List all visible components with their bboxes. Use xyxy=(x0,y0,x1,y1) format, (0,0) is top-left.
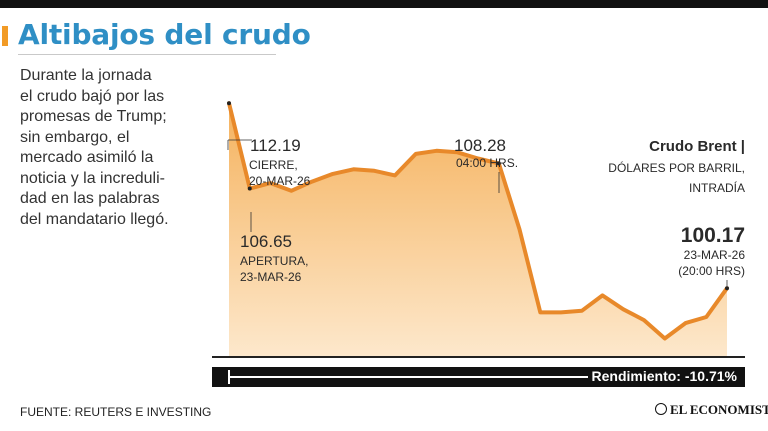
description-line: noticia y la increduli- xyxy=(20,169,165,187)
close-caption-2: 20-MAR-26 xyxy=(249,174,311,188)
plot-area xyxy=(227,101,729,357)
close-value-label: 112.19 xyxy=(250,136,301,155)
description-line: promesas de Trump; xyxy=(20,108,167,125)
description-line: sin embargo, el xyxy=(20,128,130,146)
performance-label: Rendimiento: -10.71% xyxy=(591,368,737,384)
annotated-point-marker xyxy=(247,186,252,191)
last-caption-1: 23-MAR-26 xyxy=(684,248,746,262)
legend-series-name: Crudo Brent | xyxy=(649,138,745,155)
title-underline xyxy=(18,54,276,55)
description: Durante la jornada el crudo bajó por las… xyxy=(20,66,196,230)
brand-icon xyxy=(655,403,667,415)
description-line: dad en las palabras xyxy=(20,190,160,207)
open-caption-1: APERTURA, xyxy=(240,254,308,268)
page-title: Altibajos del crudo xyxy=(18,18,311,51)
annotated-point-marker xyxy=(725,286,729,291)
performance-bar-line xyxy=(228,376,588,378)
description-line: el crudo bajó por las xyxy=(20,87,165,105)
legend-unit: DÓLARES POR BARRIL, xyxy=(608,160,745,175)
annotated-point-marker xyxy=(227,101,231,106)
last-caption-2: (20:00 HRS) xyxy=(678,264,745,278)
brand-logo: EL ECONOMISTA xyxy=(655,402,768,420)
description-line: del mandatario llegó. xyxy=(20,210,169,228)
description-line: Durante la jornada xyxy=(20,67,152,84)
peak-caption: 04:00 HRS. xyxy=(456,156,518,170)
brand-name: EL ECONOMISTA xyxy=(670,402,768,417)
annotated-point-marker xyxy=(496,161,501,166)
peak-value-label: 108.28 xyxy=(454,136,506,155)
close-caption-1: CIERRE, xyxy=(249,158,298,172)
price-area xyxy=(229,103,727,357)
last-value-label: 100.17 xyxy=(681,224,745,247)
performance-bar: Rendimiento: -10.71% xyxy=(212,367,745,387)
title-block: Altibajos del crudo xyxy=(0,18,311,56)
open-value-label: 106.65 xyxy=(240,232,292,251)
top-bar xyxy=(0,0,768,8)
open-caption-2: 23-MAR-26 xyxy=(240,270,302,284)
description-line: mercado asimiló la xyxy=(20,149,154,166)
title-accent-bar xyxy=(2,26,8,46)
price-line xyxy=(227,101,729,341)
legend-frequency: INTRADÍA xyxy=(689,180,745,195)
source-note: FUENTE: REUTERS E INVESTING xyxy=(20,405,212,419)
